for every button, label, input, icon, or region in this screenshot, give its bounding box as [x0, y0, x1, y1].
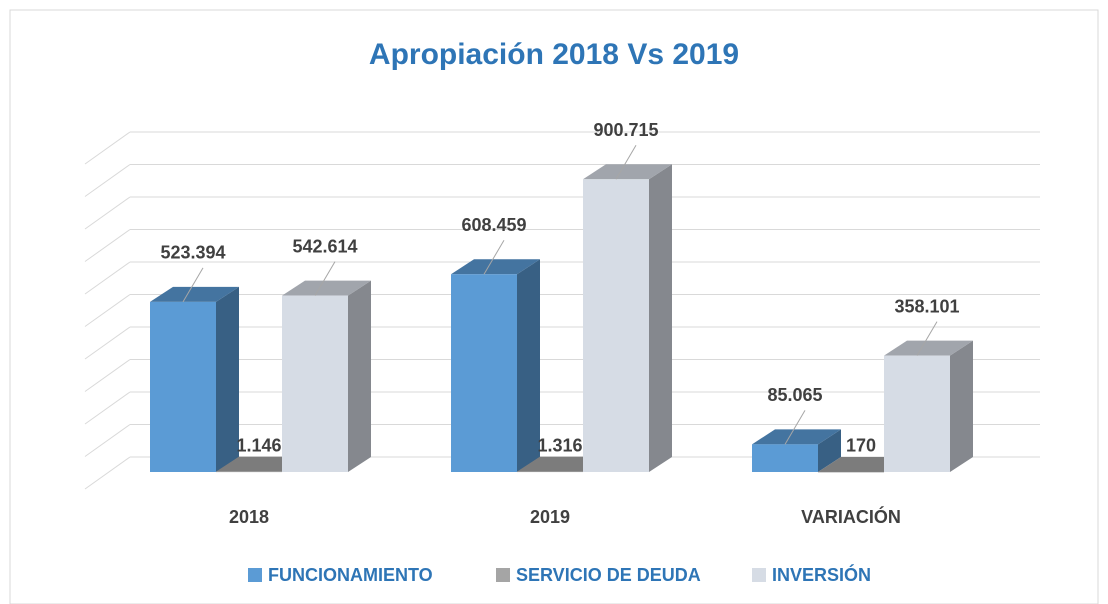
data-label: 900.715 [593, 120, 658, 140]
data-label: 523.394 [160, 243, 225, 263]
bar-side [649, 164, 672, 472]
bar-top [451, 259, 540, 275]
bar-side [348, 280, 371, 472]
bar [216, 471, 282, 473]
data-label: 1.316 [537, 435, 582, 455]
data-label: 358.101 [894, 296, 959, 316]
grid-line [84, 326, 131, 360]
grid-line [84, 196, 131, 230]
bar-top [752, 429, 841, 445]
grid-line [84, 164, 131, 197]
bar-top [884, 340, 973, 356]
bar-side [950, 340, 973, 472]
bar [884, 355, 950, 472]
bar [150, 301, 216, 472]
bar-top [150, 286, 239, 302]
grid-line [84, 294, 131, 327]
bar-top [583, 164, 672, 180]
grid-line [84, 131, 131, 165]
bar-side [818, 429, 841, 472]
legend-swatch [248, 568, 262, 582]
grid-line [84, 391, 131, 425]
bar-top [282, 280, 371, 296]
legend-swatch [496, 568, 510, 582]
x-tick-label: VARIACIÓN [801, 506, 901, 527]
data-label: 542.614 [292, 236, 357, 256]
chart-title: Apropiación 2018 Vs 2019 [369, 38, 739, 71]
leader-line [483, 239, 505, 275]
data-label: 1.146 [236, 435, 281, 455]
legend-label: INVERSIÓN [772, 564, 871, 585]
bar [451, 274, 517, 472]
bar-side [216, 286, 239, 472]
data-label: 85.065 [767, 385, 822, 405]
grid-line [84, 424, 131, 457]
grid-line [84, 261, 131, 295]
grid-line [84, 456, 131, 490]
leader-line [182, 267, 204, 303]
data-label: 608.459 [461, 215, 526, 235]
x-tick-label: 2019 [530, 507, 570, 527]
leader-line [784, 410, 806, 445]
bar [282, 295, 348, 472]
bar [752, 444, 818, 472]
data-label: 170 [846, 436, 876, 456]
bar [818, 471, 884, 473]
grid-line [84, 229, 131, 262]
leader-line [916, 321, 938, 356]
legend-label: FUNCIONAMIENTO [268, 565, 433, 585]
leader-line [314, 261, 336, 296]
bar [517, 471, 583, 473]
legend-swatch [752, 568, 766, 582]
x-tick-label: 2018 [229, 507, 269, 527]
bar [583, 179, 649, 472]
legend-label: SERVICIO DE DEUDA [516, 565, 701, 585]
leader-line [615, 145, 637, 180]
bar-side [517, 259, 540, 472]
grid-line [84, 359, 131, 392]
